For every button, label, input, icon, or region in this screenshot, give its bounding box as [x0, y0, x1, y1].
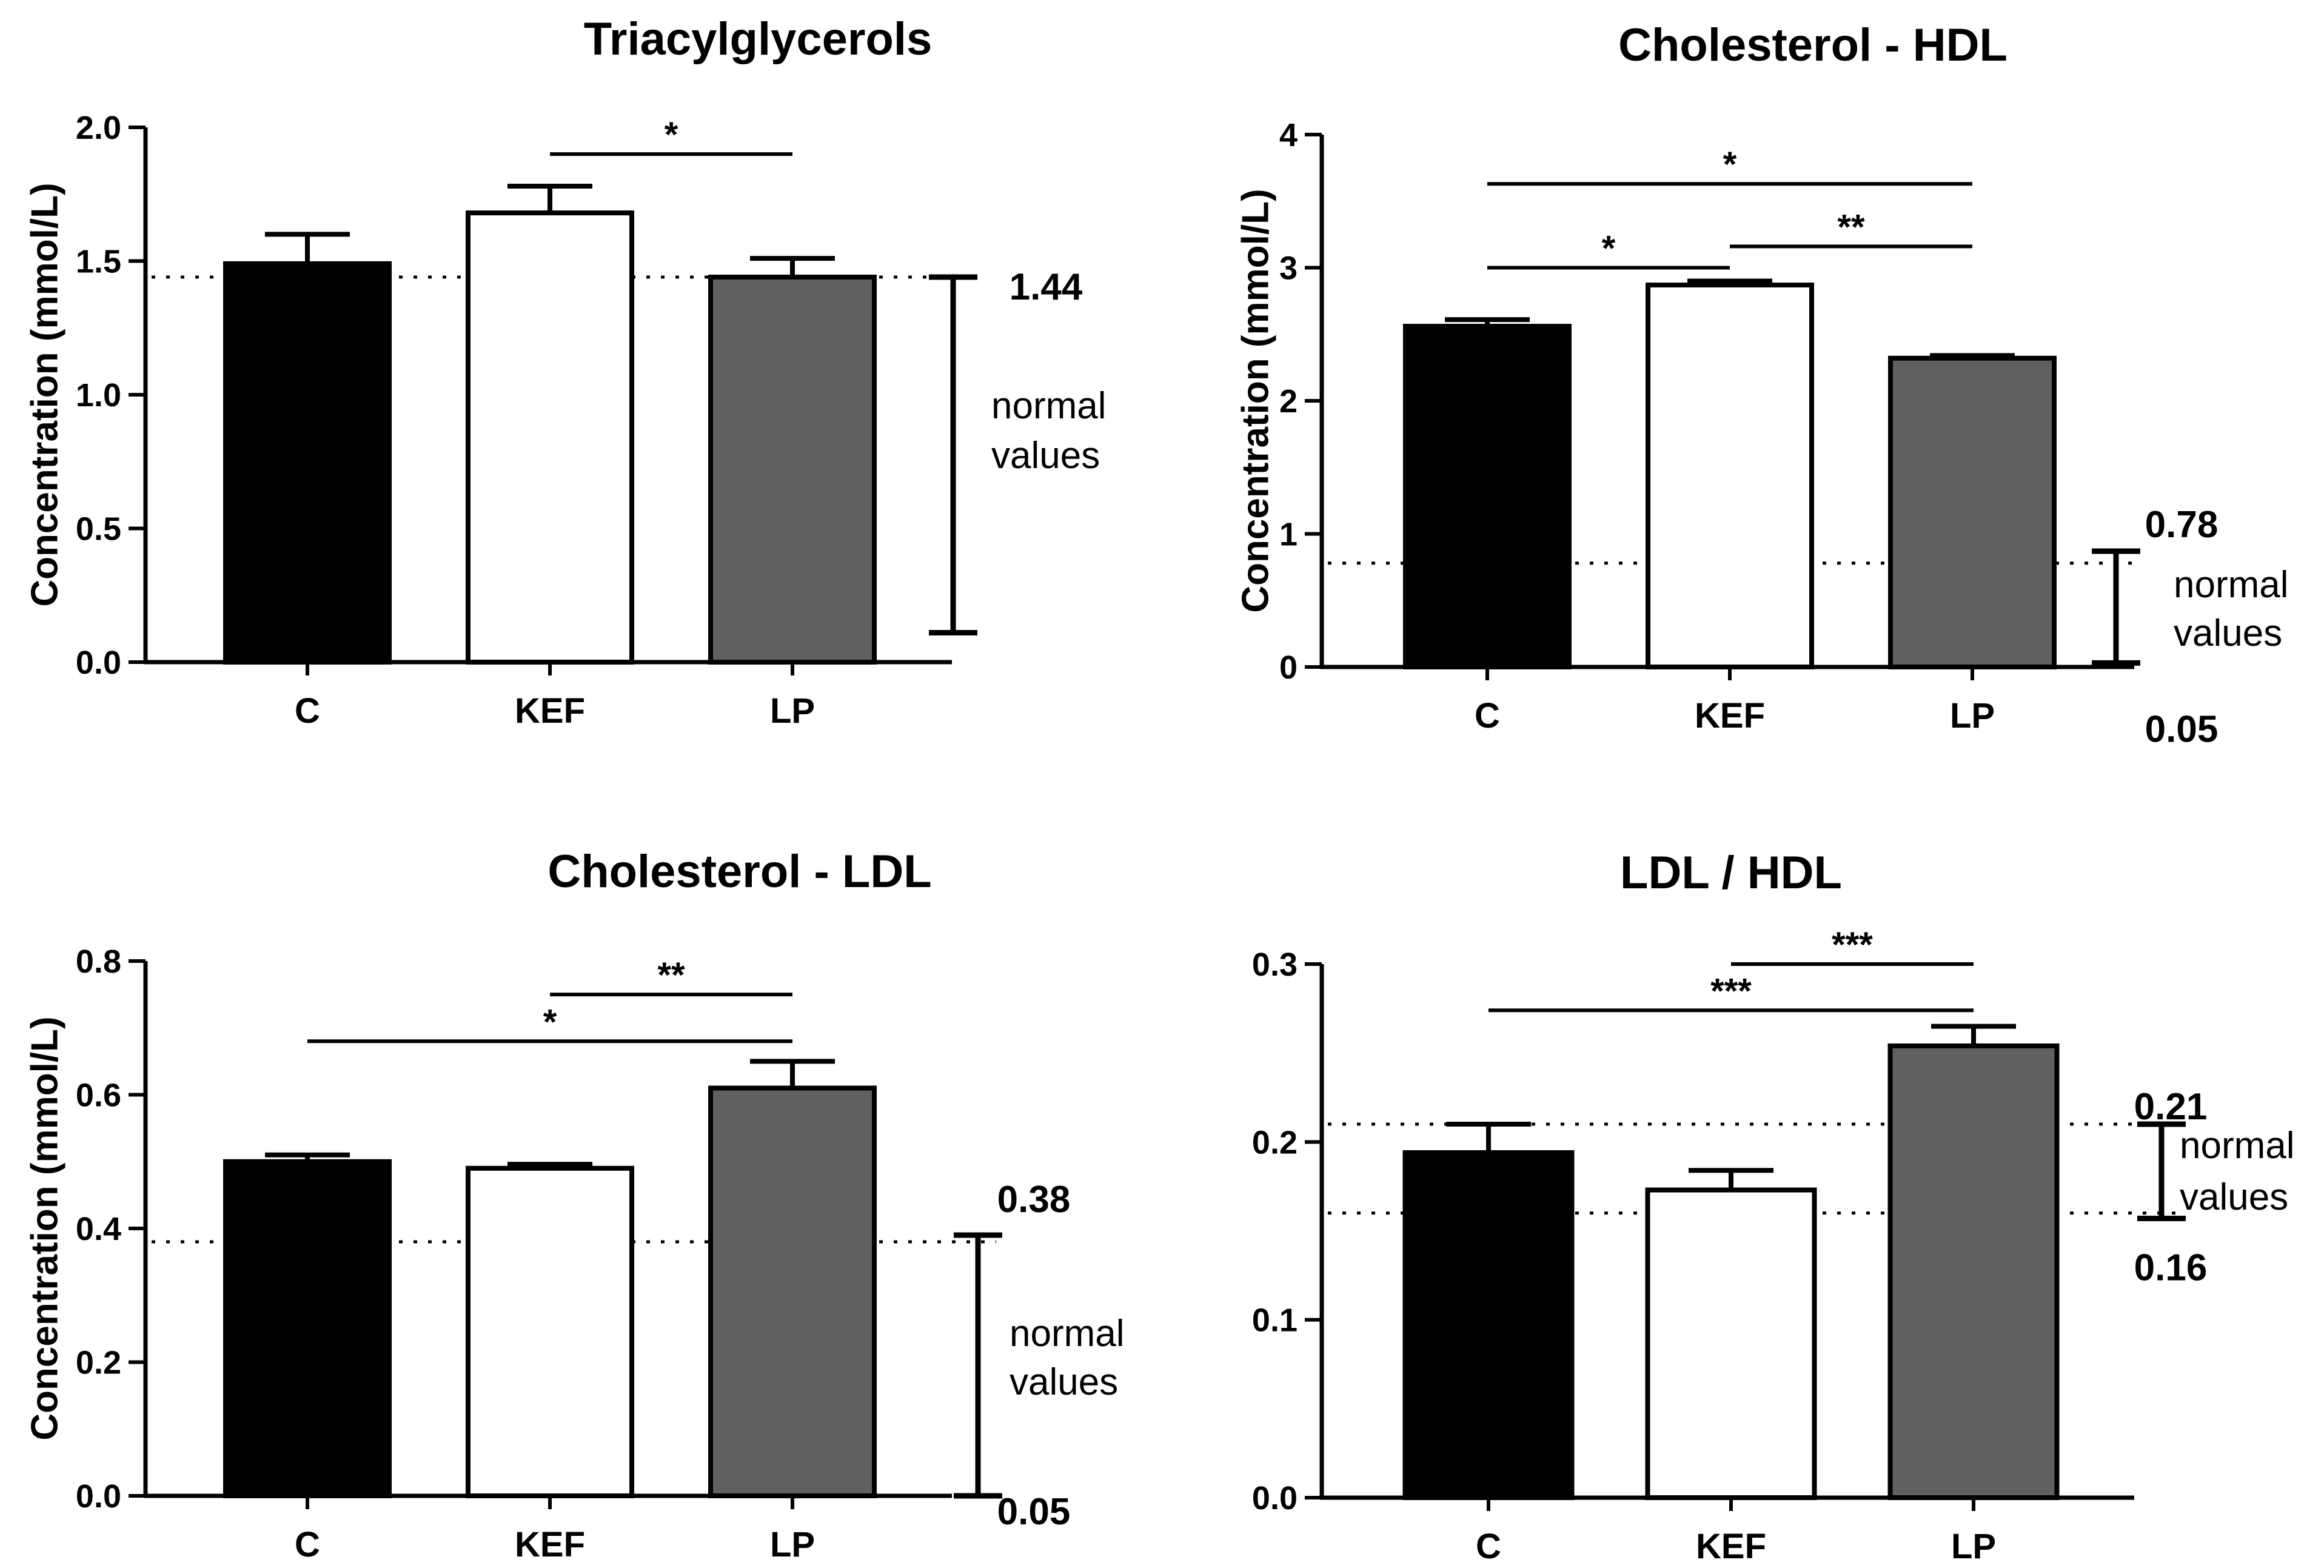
y-tick-label: 1.0: [76, 377, 121, 414]
category-label: LP: [1951, 1527, 1996, 1566]
significance-label: ***: [1832, 925, 1873, 965]
y-tick-label: 0.2: [1252, 1124, 1298, 1161]
chart-title: Cholesterol - LDL: [548, 846, 931, 897]
y-tick-label: 2: [1279, 383, 1298, 420]
category-label: C: [1475, 696, 1500, 735]
normal-values-label: normal: [991, 385, 1107, 427]
y-tick-label: 4: [1279, 117, 1298, 153]
y-tick-label: 0.0: [76, 645, 121, 681]
y-tick-label: 0.5: [76, 511, 121, 548]
normal-values-label: values: [991, 435, 1100, 477]
category-label: LP: [770, 691, 815, 731]
y-tick-label: 0.0: [76, 1478, 121, 1515]
significance-label: *: [1723, 145, 1737, 184]
chart-triacylglycerols: Triacylglycerols Concentration (mmol/L) C K…: [24, 13, 1106, 731]
normal-values-label: normal: [2174, 564, 2289, 606]
chart-title: LDL / HDL: [1620, 847, 1842, 899]
y-tick-label: 0.1: [1252, 1302, 1298, 1339]
category-label: KEF: [1695, 696, 1765, 735]
bar-c: [223, 261, 392, 665]
significance-label: *: [1602, 229, 1616, 269]
bar-lp: [708, 274, 877, 665]
y-tick-label: 0: [1279, 649, 1298, 686]
y-tick-label: 0.8: [76, 943, 121, 980]
bar-c: [1403, 324, 1572, 669]
category-label: C: [295, 1525, 320, 1564]
y-tick-label: 0.0: [1252, 1480, 1298, 1516]
bar-kef: [466, 1165, 634, 1498]
bar-c: [223, 1159, 392, 1498]
category-label: KEF: [515, 1525, 585, 1564]
category-label: C: [1476, 1527, 1501, 1566]
y-tick-label: 3: [1279, 250, 1298, 287]
significance-label: *: [543, 1002, 557, 1042]
normal-values-label: normal: [1010, 1313, 1125, 1355]
y-tick-label: 0.4: [76, 1211, 121, 1247]
y-axis-label: Concentration (mmol/L): [24, 183, 65, 606]
normal-range-top-label: 0.21: [2134, 1086, 2208, 1128]
category-label: C: [295, 691, 320, 731]
significance-label: **: [1837, 207, 1865, 247]
normal-range-top-label: 0.78: [2145, 504, 2219, 546]
y-axis-label: Concentration (mmol/L): [1234, 189, 1276, 612]
category-label: LP: [1950, 696, 1995, 735]
y-tick-label: 0.6: [76, 1077, 121, 1114]
significance-label: **: [657, 956, 685, 995]
normal-values-label: values: [2174, 612, 2282, 654]
normal-range-top-label: 1.44: [1010, 266, 1083, 308]
chart-cholesterol-hdl: Cholesterol - HDL Concentration (mmol/L) C…: [1234, 19, 2288, 750]
normal-values-label: normal: [2180, 1125, 2295, 1167]
bar-kef: [1645, 1187, 1817, 1500]
bar-lp: [708, 1085, 877, 1498]
chart-title: Cholesterol - HDL: [1618, 19, 2008, 71]
normal-values-label: values: [2180, 1176, 2288, 1218]
y-tick-label: 2.0: [76, 110, 121, 146]
bar-lp: [1887, 1043, 2060, 1500]
category-label: KEF: [1696, 1527, 1766, 1566]
y-tick-label: 0.3: [1252, 946, 1298, 983]
y-axis-label: Concentration (mmol/L): [24, 1016, 65, 1440]
category-label: KEF: [515, 691, 585, 731]
bar-c: [1402, 1150, 1575, 1500]
normal-range-bottom-label: 0.16: [2134, 1247, 2208, 1288]
bar-kef: [466, 210, 634, 665]
normal-values-label: values: [1010, 1361, 1118, 1403]
significance-label: *: [665, 115, 678, 155]
significance-label: ***: [1710, 971, 1752, 1011]
y-tick-label: 1: [1279, 517, 1298, 553]
category-label: LP: [770, 1525, 815, 1564]
chart-title: Triacylglycerols: [584, 13, 933, 65]
chart-ldl-hdl-ratio: LDL / HDL C KEF LP 0.0 0.1 0.2 0.3 *** *** 0.21 0.1…: [1252, 847, 2295, 1566]
normal-range-bottom-label: 0.05: [2145, 708, 2219, 750]
normal-range-top-label: 0.38: [997, 1179, 1071, 1221]
chart-cholesterol-ldl: Cholesterol - LDL Concentration (mmol/L) C…: [24, 846, 1124, 1564]
y-tick-label: 1.5: [76, 244, 121, 280]
bar-kef: [1646, 283, 1814, 670]
y-tick-label: 0.2: [76, 1345, 121, 1381]
normal-range-bottom-label: 0.05: [997, 1491, 1071, 1533]
bar-lp: [1888, 355, 2057, 669]
